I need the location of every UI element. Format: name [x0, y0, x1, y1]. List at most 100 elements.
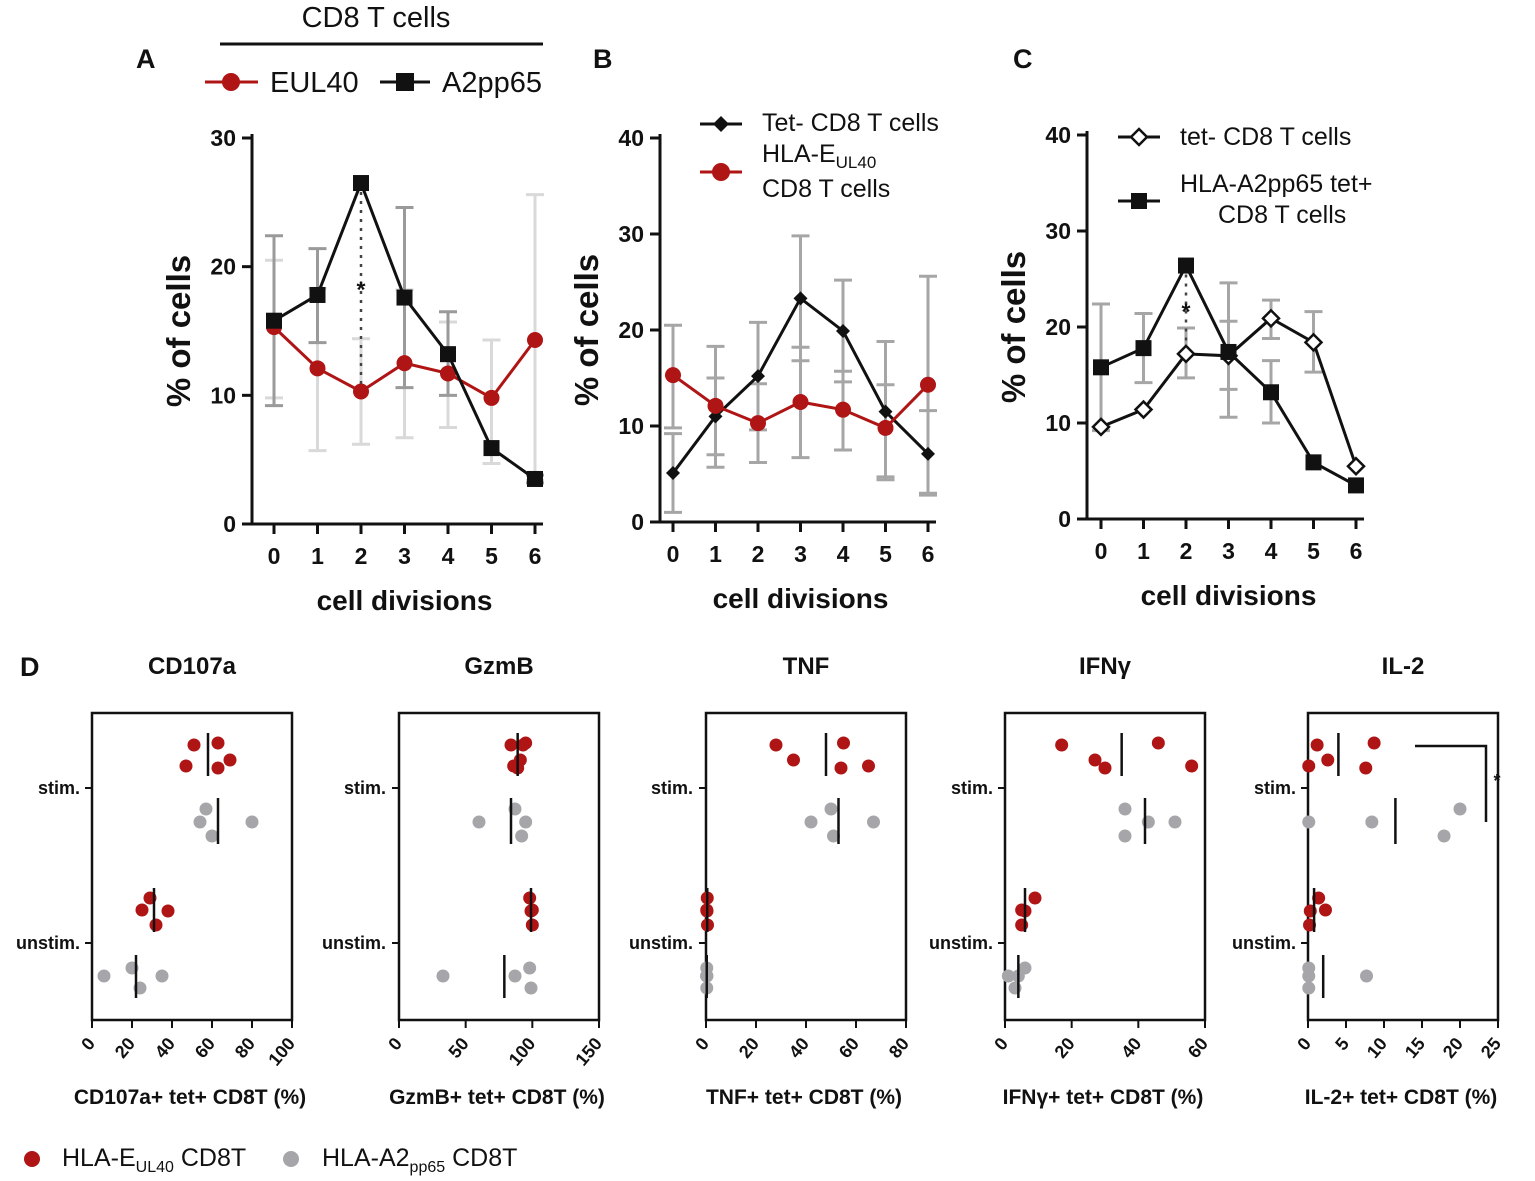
subplot-il-2: IL-2 stim. unstim. 0 5 10 15 20 25 IL-2+ tet+ CD8… — [1232, 653, 1505, 1109]
legend-a-label-2: A2pp65 — [442, 67, 542, 99]
y-axis-title: % of cells — [995, 251, 1032, 403]
chart-c: 0 10 20 30 40 0 1 2 3 4 5 6 cell divisions % of cells… — [995, 122, 1366, 611]
y-tick-label: 0 — [223, 511, 236, 537]
subplot-frame — [704, 711, 908, 1022]
x-tick-label: 15 — [1401, 1034, 1429, 1062]
bottom-legend-marker-a — [283, 1151, 299, 1167]
data-point — [1178, 257, 1194, 274]
dot-stim-e — [837, 736, 850, 750]
x-tick-label: 4 — [442, 543, 455, 569]
subplot-frame — [90, 711, 294, 1022]
subplot-frame — [1003, 711, 1207, 1022]
x-tick-label: 10 — [1363, 1034, 1391, 1062]
data-point — [353, 383, 369, 400]
panel-label-b: B — [593, 44, 613, 74]
data-point — [396, 355, 413, 372]
dot-stim-e — [1310, 738, 1324, 752]
dot-unstim-e — [1312, 891, 1326, 905]
dot-stim-e — [179, 759, 193, 773]
data-point — [353, 175, 369, 192]
category-label: unstim. — [1232, 933, 1296, 953]
x-axis-title: GzmB+ tet+ CD8T (%) — [389, 1086, 605, 1109]
y-tick-label: 30 — [210, 125, 236, 151]
dot-stim-e — [187, 738, 201, 752]
dot-stim-e — [787, 753, 800, 767]
dot-stim-a — [1365, 815, 1379, 829]
x-axis-title: cell divisions — [1141, 580, 1317, 611]
x-tick-label: 60 — [1184, 1034, 1212, 1062]
legend-c-label-2-line1: HLA-A2pp65 tet+ — [1180, 170, 1373, 198]
x-tick-label: 5 — [1307, 538, 1320, 564]
category-label: stim. — [1254, 778, 1296, 798]
x-tick-label: 20 — [1051, 1034, 1079, 1062]
category-label: stim. — [344, 778, 386, 798]
dot-stim-e — [769, 738, 783, 752]
legend-a-marker-1 — [222, 73, 240, 91]
y-tick-label: 20 — [1045, 314, 1071, 340]
legend-c-marker-1 — [1129, 127, 1149, 147]
dot-stim-a — [519, 815, 533, 829]
category-label: stim. — [38, 778, 80, 798]
data-point — [877, 419, 894, 436]
dot-stim-e — [1098, 761, 1112, 775]
legend-b-marker-1 — [713, 116, 729, 132]
dot-stim-a — [804, 815, 818, 829]
dot-stim-e — [1359, 761, 1373, 775]
y-tick-label: 30 — [618, 221, 644, 247]
dot-stim-e — [1302, 759, 1316, 773]
dot-unstim-e — [135, 903, 149, 917]
dot-unstim-a — [1001, 969, 1015, 983]
legend-b-label-2-line2: CD8 T cells — [762, 175, 890, 203]
chart-b: 0 10 20 30 40 0 1 2 3 4 5 6 cell divisions % of cells — [568, 125, 937, 614]
x-tick-label: 5 — [1331, 1034, 1353, 1055]
x-axis-title: IL-2+ tet+ CD8T (%) — [1305, 1086, 1498, 1109]
data-point — [750, 415, 766, 432]
dot-stim-e — [1185, 759, 1199, 773]
subplot-frame — [397, 711, 601, 1022]
data-point — [1261, 308, 1281, 329]
x-tick-label: 25 — [1477, 1034, 1505, 1062]
y-axis-title: % of cells — [568, 254, 605, 406]
y-tick-label: 30 — [1045, 218, 1071, 244]
dot-unstim-e — [525, 918, 539, 932]
legend-a-marker-2 — [396, 73, 414, 91]
dot-unstim-a — [1360, 969, 1374, 983]
x-axis-title: CD107a+ tet+ CD8T (%) — [74, 1086, 306, 1109]
dot-stim-a — [827, 829, 840, 843]
dot-unstim-a — [524, 981, 538, 995]
dot-stim-a — [1118, 829, 1132, 843]
x-tick-label: 0 — [691, 1034, 713, 1055]
y-tick-label: 10 — [618, 413, 644, 439]
y-tick-label: 0 — [1058, 506, 1071, 532]
x-tick-label: 6 — [922, 541, 935, 567]
subplot-ifnγ: IFNγ stim. unstim. 0 20 40 60 IFNγ+ tet+ CD8T (… — [929, 653, 1212, 1109]
data-point — [440, 346, 456, 363]
dot-stim-e — [516, 738, 530, 752]
dot-stim-a — [199, 802, 213, 816]
data-point — [1346, 456, 1366, 476]
bottom-legend: HLA-EUL40 CD8T HLA-A2pp65 CD8T — [24, 1144, 517, 1176]
x-tick-label: 20 — [111, 1034, 139, 1062]
legend-c-label-2: HLA-A2pp65 tet+ CD8 T cells — [1180, 170, 1373, 229]
dot-stim-e — [1055, 738, 1069, 752]
x-tick-label: 2 — [1180, 538, 1193, 564]
data-point — [1091, 417, 1111, 437]
legend-b-label-1: Tet- CD8 T cells — [762, 109, 939, 137]
y-tick-label: 10 — [1045, 410, 1071, 436]
dot-stim-a — [1168, 815, 1182, 829]
legend-b-label-2: HLA-EUL40 CD8 T cells — [762, 140, 890, 203]
dot-stim-a — [1302, 815, 1316, 829]
x-tick-label: 60 — [191, 1034, 219, 1062]
y-tick-label: 40 — [618, 125, 644, 151]
legend-b: Tet- CD8 T cells HLA-EUL40 CD8 T cells — [700, 109, 939, 203]
data-point — [309, 360, 326, 377]
dot-unstim-a — [508, 969, 522, 983]
x-tick-label: 0 — [667, 541, 680, 567]
x-tick-label: 3 — [398, 543, 411, 569]
dot-stim-e — [1367, 736, 1381, 750]
dot-unstim-e — [149, 918, 163, 932]
data-point — [1133, 399, 1154, 420]
category-label: unstim. — [322, 933, 386, 953]
dot-unstim-a — [1302, 981, 1316, 995]
